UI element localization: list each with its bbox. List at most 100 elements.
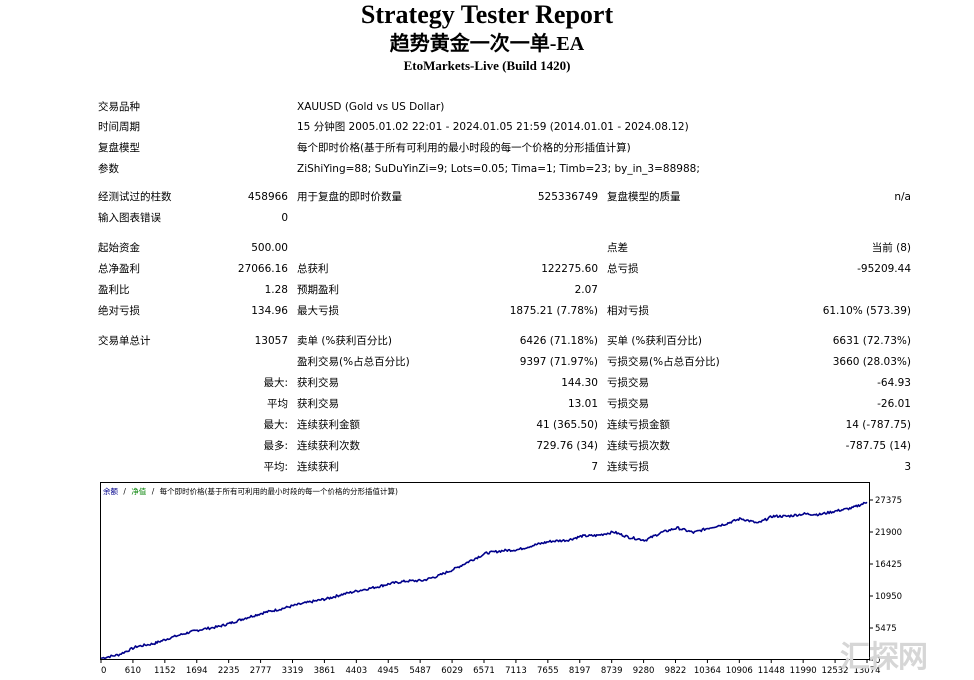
short-positions-value: 6426 (71.18%)	[519, 335, 598, 347]
x-tick-label: 3319	[282, 666, 304, 676]
model-label: 复盘模型	[98, 142, 140, 154]
params-label: 参数	[98, 163, 119, 175]
x-tick-label: 8739	[601, 666, 623, 676]
largest-profit-value: 144.30	[561, 377, 598, 389]
x-tick-label: 3861	[314, 666, 336, 676]
net-profit-value: 27066.16	[237, 263, 288, 275]
legend-separator-1: /	[123, 487, 126, 496]
x-tick-label: 1152	[154, 666, 176, 676]
maximal-drawdown-value: 1875.21 (7.78%)	[509, 305, 598, 317]
long-positions-value: 6631 (72.73%)	[832, 335, 911, 347]
gross-loss-value: -95209.44	[857, 263, 911, 275]
profit-trades-value: 9397 (71.97%)	[519, 356, 598, 368]
x-tick-label: 0	[101, 666, 106, 676]
y-tick-label: 21900	[875, 528, 902, 538]
symbol-label: 交易品种	[98, 101, 140, 113]
symbol-value: XAUUSD (Gold vs US Dollar)	[297, 101, 445, 113]
consecutive-profit-value: 729.76 (34)	[536, 440, 598, 452]
y-axis: 27375 21900 16425 10950 5475 0	[869, 496, 902, 666]
model-value: 每个即时价格(基于所有可利用的最小时段的每一个价格的分形插值计算)	[297, 142, 631, 154]
largest-loss-value: -64.93	[877, 377, 911, 389]
average-profit-label: 获利交易	[297, 398, 339, 410]
legend-balance: 余额	[103, 486, 118, 496]
gross-profit-value: 122275.60	[541, 263, 598, 275]
profit-factor-label: 盈利比	[98, 284, 130, 296]
maximum-prefix: 最大:	[263, 419, 288, 431]
x-tick-label: 9822	[665, 666, 687, 676]
plot-frame	[100, 482, 870, 660]
average-profit-value: 13.01	[567, 398, 598, 410]
net-profit-label: 总净盈利	[98, 263, 140, 275]
total-trades-value: 13057	[254, 335, 288, 347]
absolute-drawdown-label: 绝对亏损	[98, 305, 140, 317]
avg-consecutive-wins-value: 7	[591, 461, 598, 473]
watermark-logo: 汇探网	[840, 640, 928, 675]
consecutive-losses-value: 14 (-787.75)	[845, 419, 911, 431]
x-tick-label: 4403	[346, 666, 368, 676]
profit-trades-label: 盈利交易(%占总百分比)	[297, 356, 410, 368]
x-tick-label: 11990	[790, 666, 817, 676]
average-prefix: 平均	[267, 398, 288, 410]
gross-loss-label: 总亏损	[607, 263, 639, 275]
average-loss-label: 亏损交易	[607, 398, 649, 410]
balance-chart-svg: 余额 / 净值 / 每个即时价格(基于所有可利用的最小时段的每一个价格的分形插值…	[100, 482, 902, 676]
x-tick-label: 5487	[409, 666, 431, 676]
server-build: EtoMarkets-Live (Build 1420)	[403, 58, 571, 73]
ticks-value: 525336749	[537, 191, 598, 203]
relative-drawdown-label: 相对亏损	[607, 305, 649, 317]
most-prefix: 最多:	[263, 440, 288, 452]
bars-label: 经测试过的柱数	[98, 191, 172, 203]
consecutive-profit-label: 连续获利次数	[297, 440, 360, 452]
x-tick-label: 6571	[473, 666, 495, 676]
report-title: Strategy Tester Report	[360, 0, 614, 29]
x-tick-label: 13074	[853, 666, 880, 676]
bars-value: 458966	[247, 191, 288, 203]
y-tick-label: 10950	[875, 592, 902, 602]
largest-loss-label: 亏损交易	[607, 377, 649, 389]
largest-prefix: 最大:	[263, 377, 288, 389]
y-tick-label: 27375	[875, 496, 902, 506]
x-tick-label: 11448	[758, 666, 785, 676]
deposit-label: 起始资金	[98, 242, 140, 254]
avg-consecutive-losses-value: 3	[904, 461, 911, 473]
x-tick-label: 6029	[441, 666, 463, 676]
average2-prefix: 平均:	[263, 461, 288, 473]
period-label: 时间周期	[98, 121, 140, 133]
balance-line	[100, 501, 868, 660]
legend-separator-2: /	[152, 487, 155, 496]
x-tick-label: 1694	[186, 666, 208, 676]
spread-value: 当前 (8)	[871, 242, 911, 254]
x-tick-label: 2777	[250, 666, 272, 676]
deposit-value: 500.00	[251, 242, 288, 254]
errors-value: 0	[281, 212, 288, 224]
gross-profit-label: 总获利	[297, 263, 329, 275]
spread-label: 点差	[607, 242, 628, 254]
x-tick-label: 7655	[537, 666, 559, 676]
avg-consecutive-losses-label: 连续亏损	[607, 461, 649, 473]
long-positions-label: 买单 (%获利百分比)	[607, 335, 703, 347]
short-positions-label: 卖单 (%获利百分比)	[297, 335, 393, 347]
x-tick-label: 7113	[505, 666, 527, 676]
x-tick-label: 10906	[726, 666, 753, 676]
loss-trades-value: 3660 (28.03%)	[832, 356, 911, 368]
consecutive-wins-value: 41 (365.50)	[536, 419, 598, 431]
y-tick-label: 16425	[875, 560, 902, 570]
avg-consecutive-wins-label: 连续获利	[297, 461, 339, 473]
svg-text:余额 / 净值 /: 余额 / 净值 / 每个即时价格(基于所有可利用的最小时段的每一个价格的分形插值…	[103, 486, 398, 496]
average-loss-value: -26.01	[877, 398, 911, 410]
expected-payoff-label: 预期盈利	[297, 284, 339, 296]
x-tick-label: 4945	[377, 666, 399, 676]
x-tick-label: 12532	[822, 666, 849, 676]
x-tick-label: 9280	[633, 666, 655, 676]
consecutive-loss-label: 连续亏损次数	[607, 440, 670, 452]
largest-profit-label: 获利交易	[297, 377, 339, 389]
y-tick-label: 0	[875, 656, 880, 666]
balance-chart: 余额 / 净值 / 每个即时价格(基于所有可利用的最小时段的每一个价格的分形插值…	[100, 482, 970, 677]
total-trades-label: 交易单总计	[98, 335, 151, 347]
x-tick-label: 10364	[694, 666, 721, 676]
quality-label: 复盘模型的质量	[607, 191, 681, 203]
ea-name: 趋势黄金一次一单-EA	[389, 33, 585, 55]
period-value: 15 分钟图 2005.01.02 22:01 - 2024.01.05 21:…	[297, 121, 689, 133]
errors-label: 输入图表错误	[98, 212, 161, 224]
quality-value: n/a	[894, 191, 911, 203]
